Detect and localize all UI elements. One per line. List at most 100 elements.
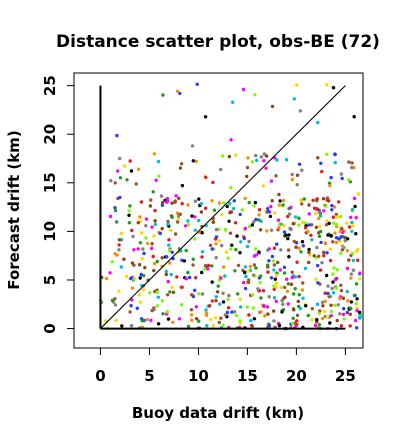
data-point: [238, 297, 242, 302]
data-point: [325, 251, 329, 255]
data-point: [259, 310, 263, 314]
data-point: [170, 285, 174, 290]
data-point: [180, 183, 185, 188]
data-point: [325, 315, 330, 319]
data-point: [319, 161, 323, 165]
data-point: [165, 196, 170, 201]
data-point: [204, 311, 209, 315]
data-point: [297, 162, 302, 166]
data-point: [226, 256, 230, 260]
data-point: [325, 219, 329, 223]
data-point: [324, 223, 329, 227]
y-axis: 0 5 10 15 20 25: [41, 75, 74, 334]
data-point: [275, 242, 279, 246]
data-point: [332, 205, 337, 209]
data-point: [259, 274, 263, 278]
data-point: [295, 313, 300, 317]
data-point: [230, 310, 234, 314]
data-point: [177, 317, 182, 321]
data-point: [345, 237, 350, 241]
data-point: [353, 318, 358, 323]
data-point: [282, 271, 287, 275]
data-point: [269, 276, 274, 280]
data-point: [258, 280, 262, 285]
data-point: [335, 268, 340, 272]
plot-frame: [73, 72, 364, 349]
data-point: [277, 192, 281, 197]
data-point: [180, 285, 184, 289]
data-point: [328, 258, 333, 263]
data-point: [358, 313, 362, 317]
data-point: [263, 314, 267, 318]
data-point: [220, 213, 224, 217]
data-point: [347, 160, 351, 164]
data-point: [110, 298, 115, 303]
data-point: [322, 254, 326, 258]
data-point: [168, 290, 172, 294]
data-point: [297, 216, 301, 220]
data-point: [182, 259, 187, 263]
data-point: [317, 254, 321, 258]
data-point: [210, 199, 214, 203]
data-point: [183, 224, 188, 228]
data-point: [177, 196, 181, 200]
data-point: [110, 260, 114, 264]
data-point: [273, 211, 277, 215]
data-point: [295, 260, 299, 264]
data-point: [313, 323, 318, 328]
data-point: [252, 317, 257, 321]
data-point: [315, 318, 319, 322]
data-point: [278, 268, 282, 272]
data-point: [166, 222, 170, 226]
data-point: [315, 197, 319, 201]
data-point: [228, 210, 232, 215]
data-point: [351, 224, 355, 228]
data-point: [281, 302, 285, 306]
data-point: [287, 212, 292, 216]
data-point: [310, 238, 314, 242]
data-point: [340, 248, 344, 252]
data-point: [331, 272, 335, 276]
data-point: [191, 159, 195, 163]
data-point: [254, 153, 258, 158]
data-point: [266, 209, 270, 214]
y-axis-label: Forecast drift (km): [5, 130, 23, 289]
data-point: [173, 232, 178, 236]
data-point: [199, 202, 204, 206]
data-point: [251, 306, 256, 310]
data-point: [116, 169, 120, 173]
data-point: [117, 248, 121, 252]
data-point: [342, 307, 346, 311]
data-point: [274, 285, 278, 289]
data-point: [304, 304, 308, 308]
data-point: [239, 240, 243, 244]
data-point: [241, 87, 246, 92]
data-point: [245, 305, 249, 309]
y-tick-label: 20: [41, 124, 59, 145]
data-point: [341, 296, 346, 300]
data-point: [278, 199, 282, 203]
data-point: [200, 255, 204, 259]
data-point: [200, 231, 204, 235]
data-point: [115, 133, 119, 138]
data-point: [129, 324, 134, 328]
x-tick-label: 10: [188, 367, 209, 385]
data-point: [300, 240, 305, 244]
data-point: [297, 246, 301, 250]
data-point: [329, 175, 333, 180]
data-point: [214, 242, 218, 246]
data-point: [320, 169, 324, 174]
data-point: [286, 214, 290, 219]
data-point: [286, 302, 290, 306]
data-point: [243, 286, 248, 291]
data-point: [324, 204, 328, 208]
data-point: [211, 220, 216, 224]
data-point: [350, 165, 354, 170]
data-point: [247, 313, 251, 317]
data-point: [331, 215, 335, 219]
data-point: [345, 266, 350, 271]
x-tick-label: 15: [237, 367, 258, 385]
data-point: [150, 308, 154, 313]
data-point: [272, 263, 277, 267]
data-point: [350, 207, 355, 212]
